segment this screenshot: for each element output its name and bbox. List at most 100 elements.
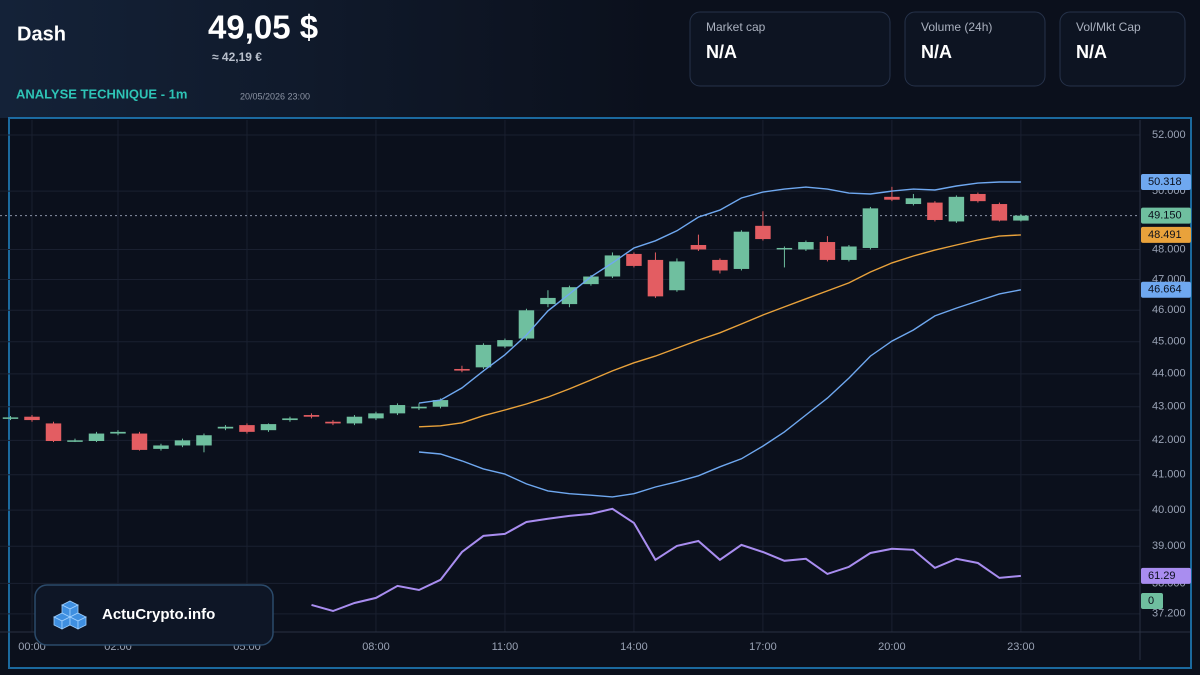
card-label: Vol/Mkt Cap [1076, 20, 1141, 34]
volume-tag-bg [1141, 593, 1163, 609]
asset-price: 49,05 $ [208, 9, 318, 46]
candle-body [1013, 215, 1029, 221]
asset-name: Dash [17, 23, 66, 45]
candle-body [669, 261, 685, 291]
price-tag: 50.318 [1148, 176, 1182, 188]
y-tick-label: 43.000 [1152, 401, 1186, 413]
candle-body [905, 198, 922, 205]
candle-body [626, 253, 642, 266]
candle-body [67, 440, 83, 442]
y-tick-label: 37.200 [1152, 608, 1186, 620]
candle-body [153, 445, 169, 449]
candle-body [88, 433, 105, 442]
price-tag-bg [1141, 174, 1191, 191]
candle-body [45, 423, 62, 442]
candle-body [970, 193, 986, 202]
card-box [904, 11, 1046, 87]
y-tick-label: 45.000 [1152, 336, 1186, 348]
card-value: N/A [706, 42, 737, 62]
y-tick-label: 48.000 [1152, 243, 1186, 255]
candle-body [776, 247, 793, 250]
card-label: Market cap [706, 20, 766, 34]
card: Volume (24h) N/A [904, 11, 1046, 87]
volume-tag: 0 [1148, 595, 1154, 607]
candle-body [389, 405, 406, 414]
candle-body [647, 259, 664, 297]
card-label: Volume (24h) [921, 20, 992, 34]
plot-area: 52.00050.00048.00047.00046.00045.00044.0… [0, 120, 1191, 660]
header-panel [0, 0, 660, 118]
price-tag: 46.664 [1148, 284, 1182, 296]
y-tick-label: 39.000 [1152, 540, 1186, 552]
candle-body [260, 424, 277, 431]
candle-body [174, 440, 191, 446]
y-tick-label: 42.000 [1152, 434, 1186, 446]
price-tag-bg [1141, 226, 1191, 243]
candle-body [2, 417, 19, 419]
card-value: N/A [1076, 42, 1107, 62]
price-tag-bg [1141, 207, 1191, 224]
candle-body [733, 231, 750, 269]
candle-body [862, 208, 879, 248]
candle-body [282, 418, 298, 421]
x-tick-label: 17:00 [749, 641, 777, 653]
card: Vol/Mkt Cap N/A [1059, 11, 1186, 87]
section-title: ANALYSE TECHNIQUE - 1m [16, 86, 187, 101]
rsi-tag: 61.29 [1148, 570, 1176, 582]
x-tick-label: 14:00 [620, 641, 648, 653]
candle-body [110, 431, 126, 434]
band-line [418, 289, 1022, 498]
y-tick-label: 46.000 [1152, 304, 1186, 316]
candle-body [475, 344, 492, 368]
candle-body [798, 242, 814, 250]
price-tag: 49.150 [1148, 210, 1182, 222]
candle-body [411, 406, 427, 409]
logo-icon [53, 600, 87, 630]
candle-body [690, 244, 707, 250]
candle-body [948, 196, 965, 222]
x-tick-label: 20:00 [878, 641, 906, 653]
candle-body [497, 340, 513, 347]
candle-body [841, 246, 857, 260]
band-line [418, 181, 1021, 404]
candle-body [927, 202, 943, 220]
candle-body [239, 425, 255, 432]
candle-body [712, 259, 728, 271]
y-tick-label: 52.000 [1152, 129, 1186, 141]
x-tick-label: 23:00 [1007, 641, 1035, 653]
candle-body [884, 196, 900, 200]
candle-body [583, 276, 599, 285]
candle-body [24, 416, 40, 421]
candle-body [196, 435, 212, 446]
x-tick-label: 00:00 [18, 641, 46, 653]
candle-body [303, 415, 320, 417]
band-line [418, 234, 1021, 428]
card: Market cap N/A [689, 11, 891, 87]
logo-box [34, 584, 274, 646]
y-tick-label: 40.000 [1152, 504, 1186, 516]
y-tick-label: 44.000 [1152, 368, 1186, 380]
card-box [1059, 11, 1186, 87]
asset-price-eur: ≈ 42,19 € [212, 50, 262, 64]
candle-body [217, 426, 234, 429]
chart-frame [8, 117, 1192, 669]
candle-body [991, 204, 1008, 221]
candle-body [454, 368, 470, 371]
candle-body [368, 413, 384, 419]
candle-body [755, 225, 771, 240]
candle-body [325, 421, 341, 424]
logo-badge: ActuCrypto.info [34, 584, 274, 646]
datetime: 20/05/2026 23:00 [240, 91, 310, 101]
candle-body [131, 433, 148, 450]
price-tag-bg [1141, 281, 1191, 298]
candle-body [819, 242, 836, 260]
card-box [689, 11, 891, 87]
card-value: N/A [921, 42, 952, 62]
price-tag: 48.491 [1148, 229, 1182, 241]
x-tick-label: 11:00 [492, 641, 519, 653]
candle-body [432, 400, 449, 407]
rsi-line [311, 507, 1021, 613]
y-tick-label: 41.000 [1152, 469, 1186, 481]
